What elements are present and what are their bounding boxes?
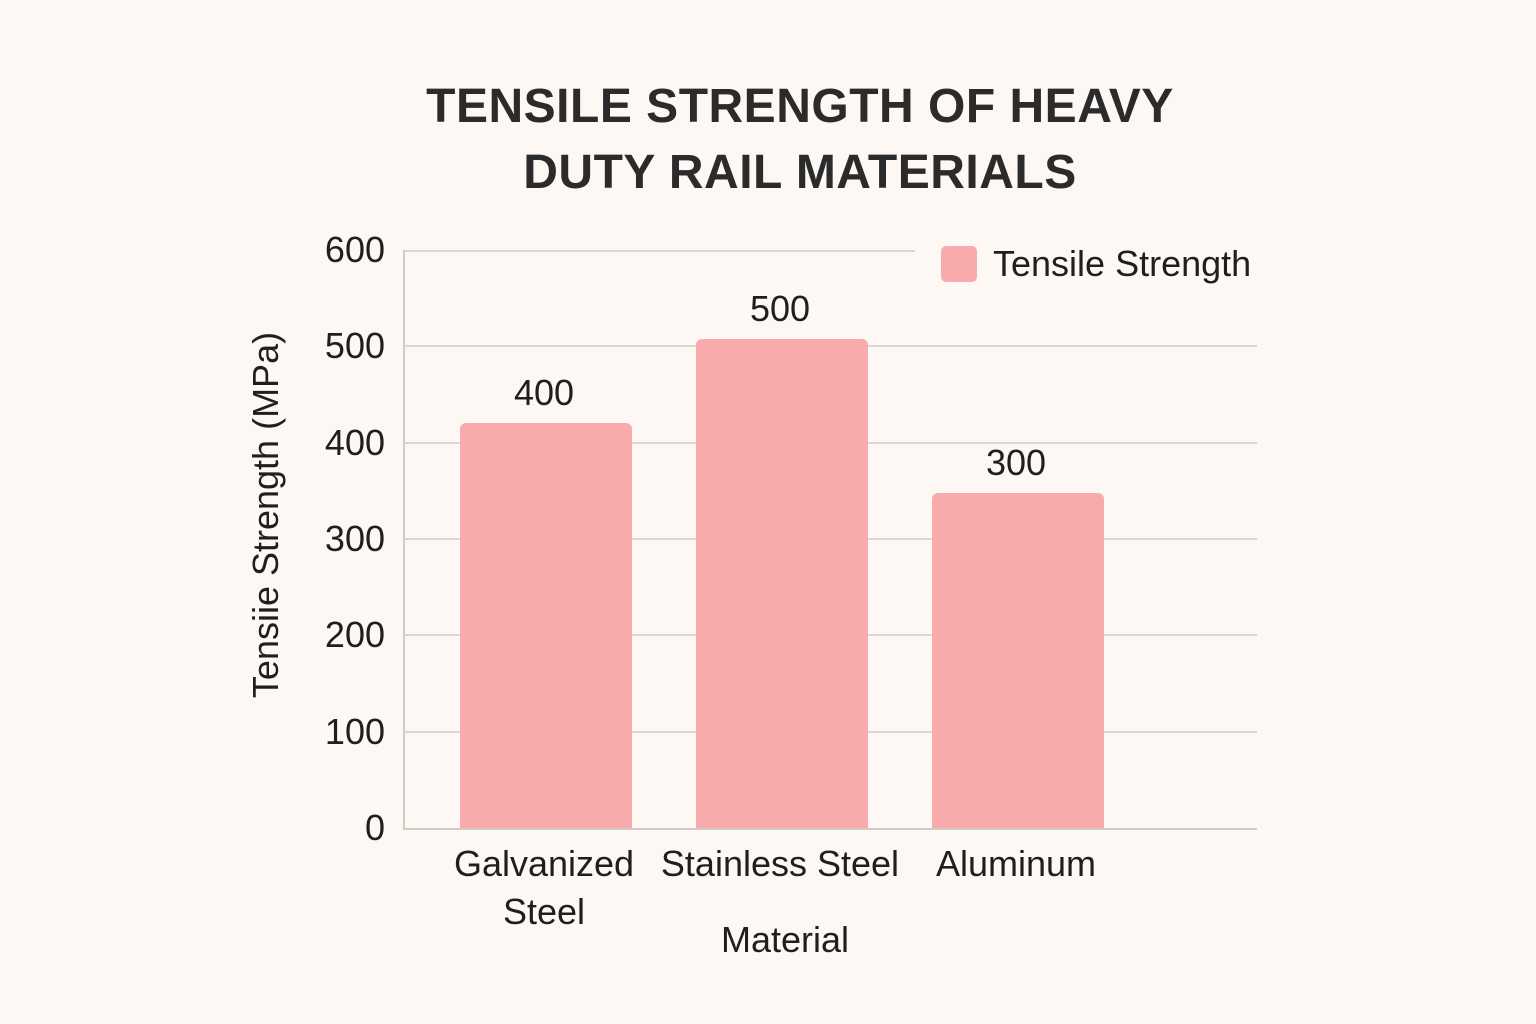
- y-tick-label-200: 200: [324, 614, 385, 656]
- bar-aluminum: [932, 492, 1104, 828]
- gridline-600: [405, 250, 1257, 252]
- y-tick-label-400: 400: [324, 421, 385, 463]
- bar-value-label-stainless-steel: 500: [749, 287, 811, 329]
- y-tick-label-0: 0: [364, 807, 385, 848]
- y-tick-label-100: 100: [324, 710, 385, 752]
- x-axis-title: Material: [720, 919, 850, 960]
- bar-stainless-steel: [696, 338, 868, 828]
- legend-swatch-tensile-strength: [941, 246, 977, 282]
- plot-area: [403, 250, 1257, 830]
- legend-label: Tensile Strength: [993, 243, 1252, 284]
- bar-galvanized-steel: [460, 423, 632, 828]
- chart-title-line-1: TENSILE STRENGTH OF HEAVY: [426, 80, 1174, 133]
- legend: Tensile Strength: [915, 234, 1272, 294]
- x-tick-label-stainless-steel: Stainless Steel: [660, 843, 900, 884]
- chart-title-line-2: DUTY RAIL MATERIALS: [523, 146, 1077, 199]
- chart-title: TENSILE STRENGTH OF HEAVY DUTY RAIL MATE…: [200, 74, 1400, 206]
- x-tick-label-aluminum: Aluminum: [935, 843, 1097, 884]
- y-tick-label-600: 600: [324, 229, 385, 270]
- bar-value-label-galvanized-steel: 400: [513, 372, 575, 414]
- y-tick-label-500: 500: [324, 325, 385, 367]
- y-tick-label-300: 300: [324, 518, 385, 559]
- bar-value-label-aluminum: 300: [985, 441, 1047, 483]
- x-tick-label-galvanized-steel: Galvanized Steel: [453, 843, 635, 932]
- y-axis-title: Tensiie Strength (MPa): [245, 331, 286, 699]
